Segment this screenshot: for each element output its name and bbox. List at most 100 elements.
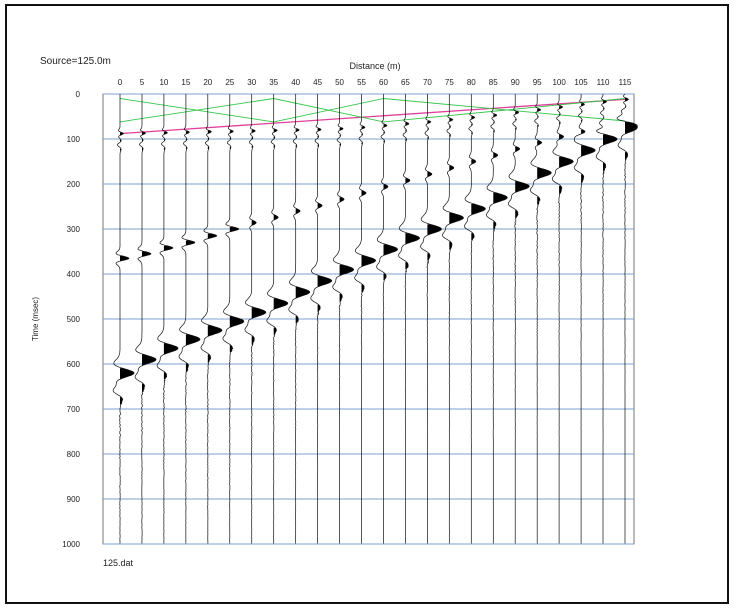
seismic-trace bbox=[442, 94, 464, 544]
trace-fill-lobe bbox=[185, 363, 189, 373]
x-tick-label: 20 bbox=[203, 78, 212, 87]
seismic-trace bbox=[529, 94, 552, 544]
x-tick-label: 5 bbox=[140, 78, 145, 87]
trace-fill-lobe bbox=[581, 174, 584, 184]
seismic-trace bbox=[398, 94, 420, 544]
seismic-trace bbox=[112, 94, 135, 544]
seismic-trace bbox=[354, 94, 376, 544]
x-axis-title: Distance (m) bbox=[349, 61, 400, 71]
x-tick-label: 75 bbox=[445, 78, 454, 87]
seismic-trace bbox=[332, 94, 355, 544]
x-tick-label: 105 bbox=[574, 78, 588, 87]
trace-fill-lobe bbox=[120, 397, 123, 405]
seismic-trace bbox=[244, 94, 267, 544]
seismic-trace bbox=[464, 94, 486, 544]
seismic-trace bbox=[616, 93, 638, 544]
trace-fill-lobe bbox=[317, 304, 321, 312]
x-tick-label: 60 bbox=[379, 78, 388, 87]
trace-fill-lobe bbox=[142, 383, 145, 393]
seismic-trace bbox=[573, 94, 596, 544]
seismic-trace bbox=[200, 94, 223, 544]
trace-fill-lobe bbox=[273, 327, 277, 335]
x-tick-label: 35 bbox=[269, 78, 278, 87]
trace-fill-lobe bbox=[625, 152, 628, 161]
seismic-trace bbox=[508, 94, 530, 544]
trace-fill-lobe bbox=[229, 130, 234, 134]
x-tick-label: 50 bbox=[335, 78, 344, 87]
x-tick-label: 90 bbox=[511, 78, 520, 87]
y-tick-label: 600 bbox=[67, 360, 81, 369]
y-tick-label: 300 bbox=[67, 225, 81, 234]
y-tick-label: 200 bbox=[67, 180, 81, 189]
x-tick-label: 110 bbox=[597, 78, 610, 87]
y-tick-label: 900 bbox=[67, 495, 81, 504]
trace-fill-lobe bbox=[559, 106, 563, 109]
x-tick-label: 115 bbox=[619, 78, 632, 87]
trace-fill-lobe bbox=[603, 100, 607, 104]
x-tick-label: 70 bbox=[423, 78, 432, 87]
file-label: 125.dat bbox=[103, 558, 134, 568]
trace-fill-lobe bbox=[427, 253, 431, 261]
x-tick-label: 85 bbox=[489, 78, 498, 87]
trace-fill-lobe bbox=[449, 241, 452, 250]
x-tick-label: 65 bbox=[401, 78, 410, 87]
x-tick-label: 10 bbox=[159, 78, 168, 87]
y-tick-label: 400 bbox=[67, 270, 81, 279]
velocity-guide-line bbox=[119, 98, 626, 123]
seismic-trace bbox=[551, 94, 574, 544]
trace-fill-lobe bbox=[537, 108, 541, 112]
trace-fill-lobe bbox=[559, 185, 562, 194]
y-tick-label: 800 bbox=[67, 450, 81, 459]
trace-fill-lobe bbox=[207, 354, 211, 363]
trace-fill-lobe bbox=[361, 126, 365, 130]
y-axis-title: Time (msec) bbox=[31, 297, 40, 341]
axis-layer: Distance (m) Time (msec) 0 5 10 15 20 25 30 35 40 4… bbox=[31, 61, 632, 549]
y-tick-label: 1000 bbox=[62, 540, 80, 549]
seismic-trace bbox=[376, 94, 398, 544]
overlay-lines-layer bbox=[119, 98, 626, 135]
trace-fill-lobe bbox=[405, 262, 409, 270]
seismic-trace bbox=[156, 94, 179, 544]
trace-fill-lobe bbox=[559, 156, 574, 168]
figure-frame bbox=[5, 4, 729, 604]
x-tick-label: 55 bbox=[357, 78, 366, 87]
y-tick-label: 100 bbox=[67, 135, 81, 144]
x-tick-label: 15 bbox=[181, 78, 190, 87]
y-tick-label: 700 bbox=[67, 405, 81, 414]
source-label: Source=125.0m bbox=[40, 56, 111, 67]
trace-fill-lobe bbox=[493, 221, 496, 230]
seismic-trace bbox=[486, 94, 508, 544]
x-tick-label: 95 bbox=[533, 78, 542, 87]
trace-fill-lobe bbox=[625, 121, 638, 134]
seismic-trace bbox=[222, 94, 245, 544]
seismic-trace bbox=[310, 94, 333, 544]
seismic-trace bbox=[134, 94, 157, 544]
y-tick-label: 500 bbox=[67, 315, 81, 324]
trace-fill-lobe bbox=[383, 273, 387, 281]
seismic-trace bbox=[420, 94, 442, 544]
trace-fill-lobe bbox=[339, 127, 343, 131]
x-tick-label: 25 bbox=[225, 78, 234, 87]
x-tick-label: 40 bbox=[291, 78, 300, 87]
trace-fill-lobe bbox=[427, 224, 442, 236]
grid-layer bbox=[102, 93, 635, 545]
y-tick-label: 0 bbox=[76, 90, 81, 99]
traces-layer bbox=[112, 93, 638, 544]
x-tick-label: 0 bbox=[118, 78, 123, 87]
trace-fill-lobe bbox=[603, 134, 618, 146]
seismic-trace bbox=[178, 94, 201, 544]
seismic-trace bbox=[266, 94, 289, 544]
trace-fill-lobe bbox=[603, 117, 604, 118]
trace-fill-lobe bbox=[339, 293, 343, 302]
x-tick-label: 80 bbox=[467, 78, 476, 87]
trace-fill-lobe bbox=[515, 111, 519, 115]
trace-fill-lobe bbox=[251, 336, 255, 346]
trace-fill-lobe bbox=[603, 162, 606, 172]
trace-fill-lobe bbox=[471, 233, 475, 241]
trace-fill-lobe bbox=[361, 284, 365, 293]
seismic-trace bbox=[288, 94, 311, 544]
x-tick-label: 100 bbox=[552, 78, 566, 87]
x-tick-label: 30 bbox=[247, 78, 256, 87]
x-tick-label: 45 bbox=[313, 78, 322, 87]
